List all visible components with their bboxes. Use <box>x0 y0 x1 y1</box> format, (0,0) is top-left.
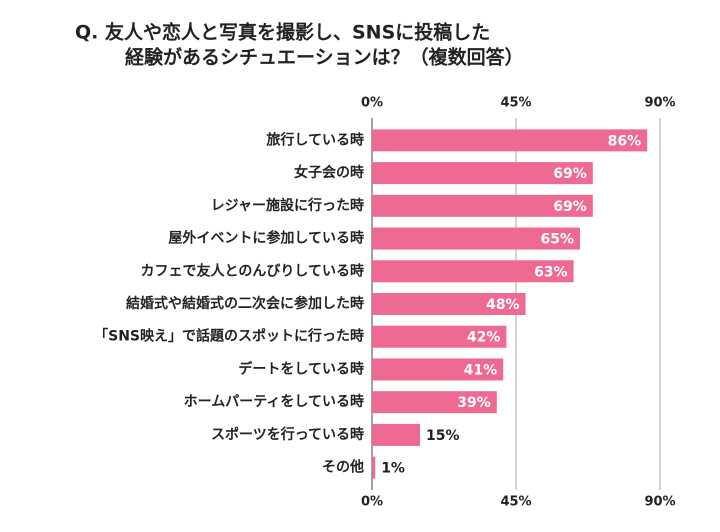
y-tick-label: 屋外イベントに参加している時 <box>168 230 364 247</box>
value-label: 41% <box>464 362 498 378</box>
y-tick-label: その他 <box>322 459 364 476</box>
y-tick-label: 女子会の時 <box>294 164 364 181</box>
x-tick-label: 0% <box>361 96 383 111</box>
x-tick-label: 90% <box>644 495 675 510</box>
x-tick-label: 90% <box>644 96 675 111</box>
y-tick-label: ホームパーティをしている時 <box>184 393 364 410</box>
bar <box>372 260 574 283</box>
bar <box>372 129 648 152</box>
value-label: 63% <box>534 264 568 280</box>
value-label: 15% <box>426 428 460 444</box>
value-label: 86% <box>608 133 642 149</box>
bar <box>372 423 420 446</box>
chart-title: 経験があるシチュエーションは？（複数回答） <box>125 46 524 69</box>
value-label: 69% <box>553 166 587 182</box>
y-tick-label: デートをしている時 <box>238 360 364 377</box>
y-tick-label: 「SNS映え」で話題のスポットに行った時 <box>94 328 364 345</box>
x-tick-label: 0% <box>361 495 383 510</box>
x-tick-label: 45% <box>500 96 531 111</box>
bar <box>372 456 376 479</box>
value-label: 69% <box>553 199 587 215</box>
y-tick-label: レジャー施設に行った時 <box>211 197 364 214</box>
chart-title: Q. 友人や恋人と写真を撮影し、SNSに投稿した <box>75 21 490 44</box>
y-tick-label: 結婚式や結婚式の二次会に参加した時 <box>126 295 364 312</box>
x-tick-label: 45% <box>500 495 531 510</box>
value-label: 48% <box>486 297 520 313</box>
value-label: 65% <box>540 232 574 248</box>
bar <box>372 293 526 315</box>
bar <box>372 325 507 348</box>
value-label: 39% <box>457 395 491 411</box>
value-label: 42% <box>467 330 501 346</box>
bar <box>372 194 593 217</box>
bar <box>372 227 580 250</box>
y-tick-label: カフェで友人とのんびりしている時 <box>141 262 364 279</box>
bar <box>372 162 593 185</box>
bar <box>372 358 504 381</box>
y-tick-label: スポーツを行っている時 <box>211 426 364 443</box>
y-tick-label: 旅行している時 <box>266 131 364 148</box>
value-label: 1% <box>381 461 405 477</box>
bar <box>372 391 497 414</box>
